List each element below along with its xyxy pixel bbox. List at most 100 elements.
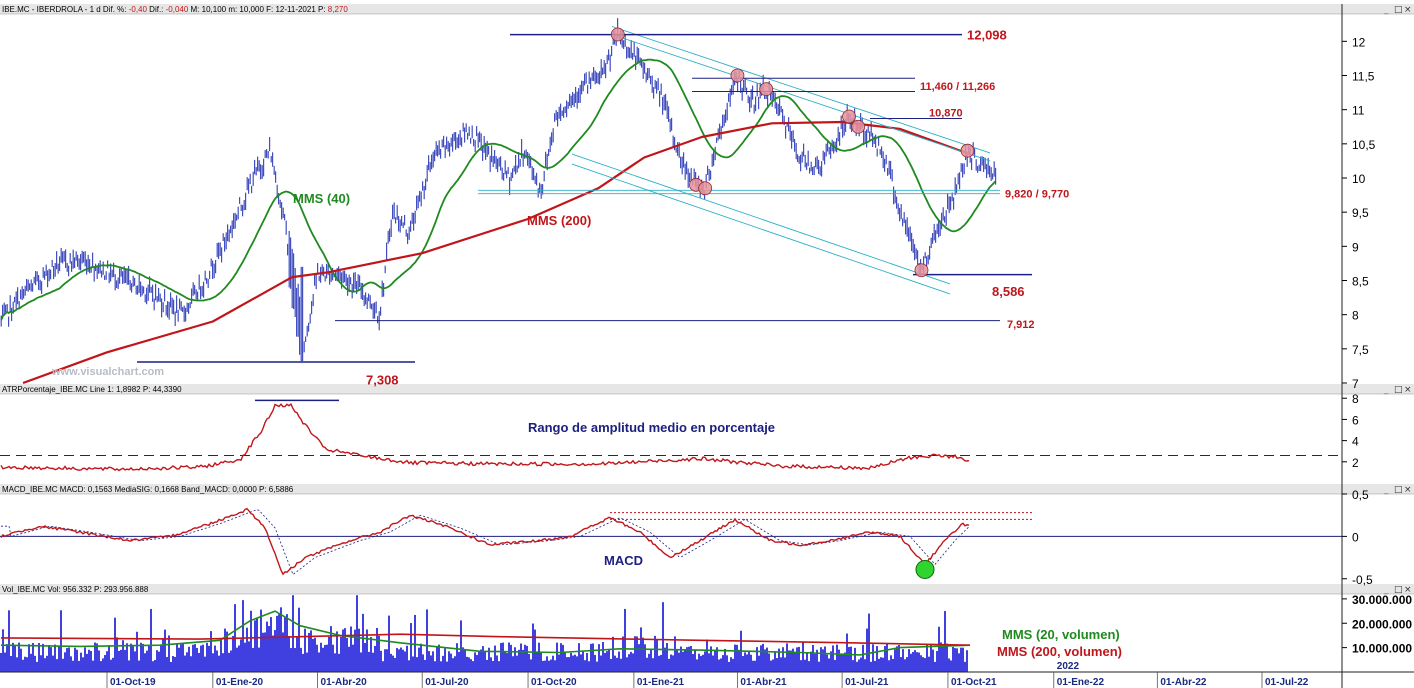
price-y-tick-label: 7 <box>1352 377 1359 391</box>
window-control-glyph: × <box>1404 385 1412 395</box>
date-tick-label: 01-Jul-22 <box>1265 677 1309 688</box>
window-control-glyph: □ <box>1394 5 1403 15</box>
pivot-marker <box>960 143 975 158</box>
legend-vol-mms200: MMS (200, volumen) <box>997 644 1122 659</box>
window-control-close-icon[interactable]: × <box>1404 5 1412 15</box>
pivot-marker <box>730 68 745 83</box>
price-y-tick-label: 11 <box>1352 104 1365 118</box>
trend-channel-line <box>571 163 951 295</box>
macd-y-tick-label: 0,5 <box>1352 488 1369 502</box>
atr-title: Rango de amplitud medio en porcentaje <box>528 420 775 435</box>
macd-line <box>0 507 970 576</box>
date-tick-label: 01-Jul-21 <box>845 677 889 688</box>
level-label: 12,098 <box>967 28 1007 43</box>
atr-y-tick-label: 2 <box>1352 456 1359 470</box>
macd-title: MACD <box>604 553 643 568</box>
panel-header-bar-macd <box>0 484 1414 494</box>
vol-mms20-line <box>0 610 971 656</box>
watermark: www.visualchart.com <box>51 366 164 378</box>
trend-channel-line <box>611 34 991 162</box>
atr-line <box>0 402 970 472</box>
price-y-tick-label: 10 <box>1352 172 1366 186</box>
macd-signal-line <box>1 509 970 576</box>
pivot-marker <box>759 82 774 97</box>
window-control-close-icon[interactable]: × <box>1404 485 1412 495</box>
atr-y-tick-label: 8 <box>1352 392 1359 406</box>
window-control-minimize-icon[interactable]: _ <box>1383 385 1389 395</box>
price-y-tick-label: 9 <box>1352 240 1359 254</box>
window-control-glyph: □ <box>1394 385 1403 395</box>
window-control-glyph: □ <box>1394 585 1403 595</box>
panel-header-price: IBE.MC - IBERDROLA - 1 d Dif. %: -0,40 D… <box>2 5 348 14</box>
price-y-tick-label: 7,5 <box>1352 343 1369 357</box>
window-control-glyph: _ <box>1383 5 1389 15</box>
date-tick-label: 01-Oct-20 <box>531 677 577 688</box>
panel-header-bar-price <box>0 4 1414 14</box>
window-control-maximize-icon[interactable]: □ <box>1394 585 1403 595</box>
pivot-marker <box>842 109 856 124</box>
price-y-tick-label: 11,5 <box>1352 70 1375 84</box>
window-control-glyph: × <box>1404 585 1412 595</box>
window-control-close-icon[interactable]: × <box>1404 585 1412 595</box>
window-control-glyph: × <box>1404 485 1412 495</box>
vol-y-tick-label: 10.000.000 <box>1352 642 1412 656</box>
annotation-mms200: MMS (200) <box>527 213 591 228</box>
macd-y-tick-label: -0,5 <box>1352 573 1373 587</box>
date-tick-label: 01-Abr-21 <box>740 677 787 688</box>
window-control-glyph: _ <box>1383 485 1389 495</box>
date-tick-label: 01-Abr-22 <box>1160 677 1207 688</box>
window-control-glyph: _ <box>1383 585 1389 595</box>
date-tick-label: 01-Oct-19 <box>110 677 156 688</box>
panel-header-bar-vol <box>0 584 1414 594</box>
price-y-tick-label: 8 <box>1352 309 1359 323</box>
mms40-line <box>0 58 997 321</box>
window-control-minimize-icon[interactable]: _ <box>1383 5 1389 15</box>
price-y-tick-label: 12 <box>1352 35 1366 49</box>
price-y-tick-label: 8,5 <box>1352 275 1369 289</box>
date-tick-label: 01-Ene-20 <box>216 677 264 688</box>
pivot-marker <box>698 181 713 196</box>
atr-y-tick-label: 6 <box>1352 413 1359 427</box>
mms200-line <box>22 120 971 385</box>
pivot-marker <box>610 27 625 42</box>
price-bars <box>0 18 997 362</box>
window-control-close-icon[interactable]: × <box>1404 385 1412 395</box>
pivot-marker <box>914 263 929 278</box>
level-label: 11,460 / 11,266 <box>920 81 995 93</box>
level-label: 7,912 <box>1007 319 1035 331</box>
level-label: 8,586 <box>992 284 1025 299</box>
panel-header-vol: Vol_IBE.MC Vol: 956.332 P: 293.956.888 <box>2 585 149 594</box>
level-label: 7,308 <box>366 373 399 388</box>
trend-channel-line <box>611 26 991 154</box>
level-label: 10,870 <box>929 108 963 120</box>
pivot-marker <box>851 119 866 134</box>
trend-channel-line <box>571 153 951 285</box>
panel-header-macd: MACD_IBE.MC MACD: 0,1563 MediaSIG: 0,166… <box>2 485 294 494</box>
date-tick-label: 01-Abr-20 <box>321 677 368 688</box>
volume-bars <box>0 595 968 672</box>
price-y-tick-label: 10,5 <box>1352 138 1376 152</box>
atr-y-tick-label: 4 <box>1352 435 1359 449</box>
window-control-maximize-icon[interactable]: □ <box>1394 485 1403 495</box>
legend-vol-mms20: MMS (20, volumen) <box>1002 627 1120 642</box>
year-label: 2022 <box>1057 661 1080 672</box>
window-control-minimize-icon[interactable]: _ <box>1383 585 1389 595</box>
vol-y-tick-label: 20.000.000 <box>1352 617 1412 631</box>
macd-buy-signal-marker <box>915 559 935 579</box>
date-tick-label: 01-Ene-22 <box>1057 677 1105 688</box>
macd-y-tick-label: 0 <box>1352 530 1359 544</box>
vol-mms200-line <box>0 633 971 646</box>
date-tick-label: 01-Oct-21 <box>951 677 997 688</box>
vol-y-tick-label: 30.000.000 <box>1352 593 1412 607</box>
annotation-mms40: MMS (40) <box>293 191 350 206</box>
window-control-glyph: □ <box>1394 485 1403 495</box>
level-label: 9,820 / 9,770 <box>1005 188 1069 200</box>
price-y-tick-label: 9,5 <box>1352 206 1369 220</box>
panel-header-atr: ATRPorcentaje_IBE.MC Line 1: 1,8982 P: 4… <box>2 385 182 394</box>
panel-header-bar-atr <box>0 384 1414 394</box>
window-control-maximize-icon[interactable]: □ <box>1394 5 1403 15</box>
date-tick-label: 01-Ene-21 <box>637 677 685 688</box>
window-control-minimize-icon[interactable]: _ <box>1383 485 1389 495</box>
window-control-maximize-icon[interactable]: □ <box>1394 385 1403 395</box>
